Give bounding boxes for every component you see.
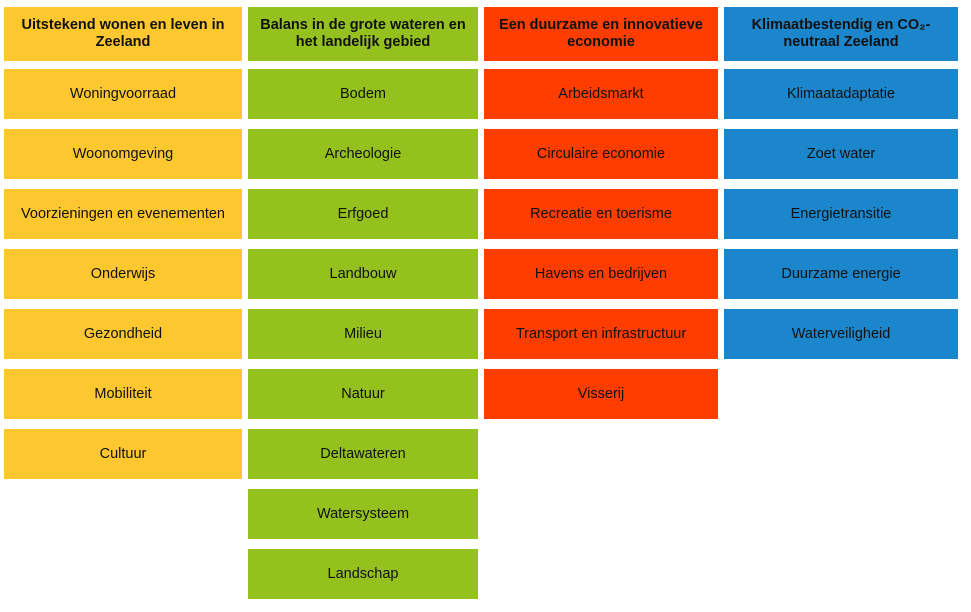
list-item: Woonomgeving: [4, 129, 242, 179]
list-item: Recreatie en toerisme: [484, 189, 718, 239]
list-item: Milieu: [248, 309, 478, 359]
column-balans: Balans in de grote wateren en het landel…: [248, 7, 478, 599]
list-item: Woningvoorraad: [4, 69, 242, 119]
list-item: Duurzame energie: [724, 249, 958, 299]
column-economie: Een duurzame en innovatieve economie Arb…: [484, 7, 718, 419]
list-item: Natuur: [248, 369, 478, 419]
list-item: Bodem: [248, 69, 478, 119]
list-item: Transport en infrastructuur: [484, 309, 718, 359]
list-item: Energietransitie: [724, 189, 958, 239]
list-item: Arbeidsmarkt: [484, 69, 718, 119]
list-item: Landbouw: [248, 249, 478, 299]
list-item: Klimaatadaptatie: [724, 69, 958, 119]
list-item: Zoet water: [724, 129, 958, 179]
list-item: Visserij: [484, 369, 718, 419]
list-item: Gezondheid: [4, 309, 242, 359]
column-wonen: Uitstekend wonen en leven in Zeeland Won…: [4, 7, 242, 479]
list-item: Archeologie: [248, 129, 478, 179]
column-header: Uitstekend wonen en leven in Zeeland: [4, 7, 242, 61]
list-item: Waterveiligheid: [724, 309, 958, 359]
list-item: Mobiliteit: [4, 369, 242, 419]
list-item: Havens en bedrijven: [484, 249, 718, 299]
list-item: Erfgoed: [248, 189, 478, 239]
column-header: Een duurzame en innovatieve economie: [484, 7, 718, 61]
list-item: Cultuur: [4, 429, 242, 479]
column-header: Balans in de grote wateren en het landel…: [248, 7, 478, 61]
list-item: Voorzieningen en evenementen: [4, 189, 242, 239]
column-klimaat: Klimaatbestendig en CO₂-neutraal Zeeland…: [724, 7, 958, 359]
column-header: Klimaatbestendig en CO₂-neutraal Zeeland: [724, 7, 958, 61]
list-item: Landschap: [248, 549, 478, 599]
list-item: Circulaire economie: [484, 129, 718, 179]
list-item: Watersysteem: [248, 489, 478, 539]
list-item: Deltawateren: [248, 429, 478, 479]
list-item: Onderwijs: [4, 249, 242, 299]
